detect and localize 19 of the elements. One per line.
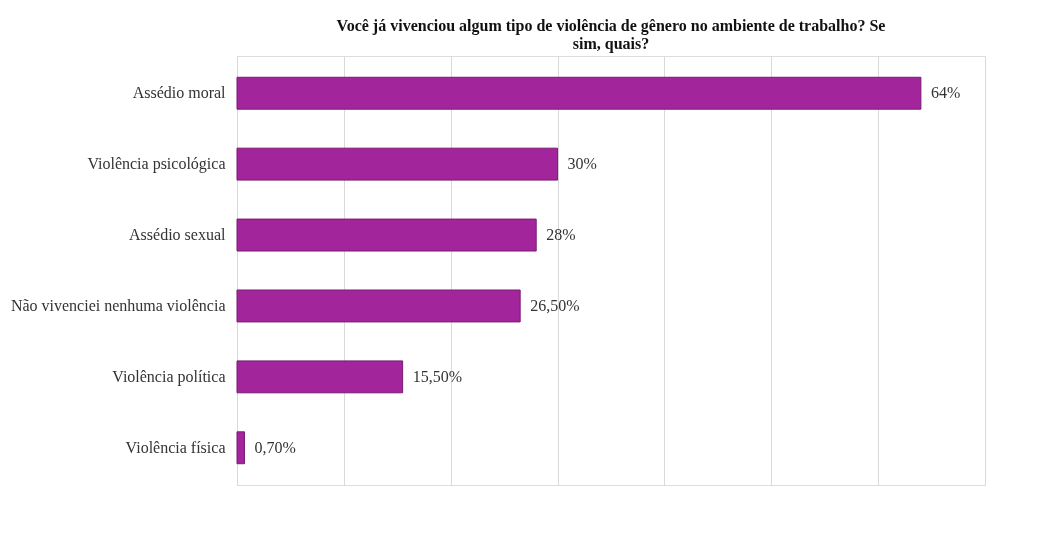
y-tick-label: Violência política [112,367,226,386]
data-label: 64% [930,84,961,102]
bar [236,431,245,465]
y-tick-label: Violência psicológica [87,155,226,174]
y-tick-label: Assédio moral [132,84,227,102]
data-label: 28% [546,226,576,244]
bar [236,289,521,323]
data-label: 30% [567,155,597,173]
data-label: 26,50% [530,296,580,314]
bar [236,360,404,394]
bar [236,218,537,252]
data-label: 15,50% [412,367,462,385]
y-tick-label: Violência física [125,438,226,456]
chart-title: Você já vivenciou algum tipo de violência de gênero no ambiente de trabalho? Se sim, quais? [336,17,886,53]
y-tick-label: Assédio sexual [129,226,227,244]
bar [236,147,559,181]
y-tick-label: Não vivenciei nenhuma violência [10,296,226,314]
bar [236,76,922,110]
data-label: 0,70% [254,438,296,456]
